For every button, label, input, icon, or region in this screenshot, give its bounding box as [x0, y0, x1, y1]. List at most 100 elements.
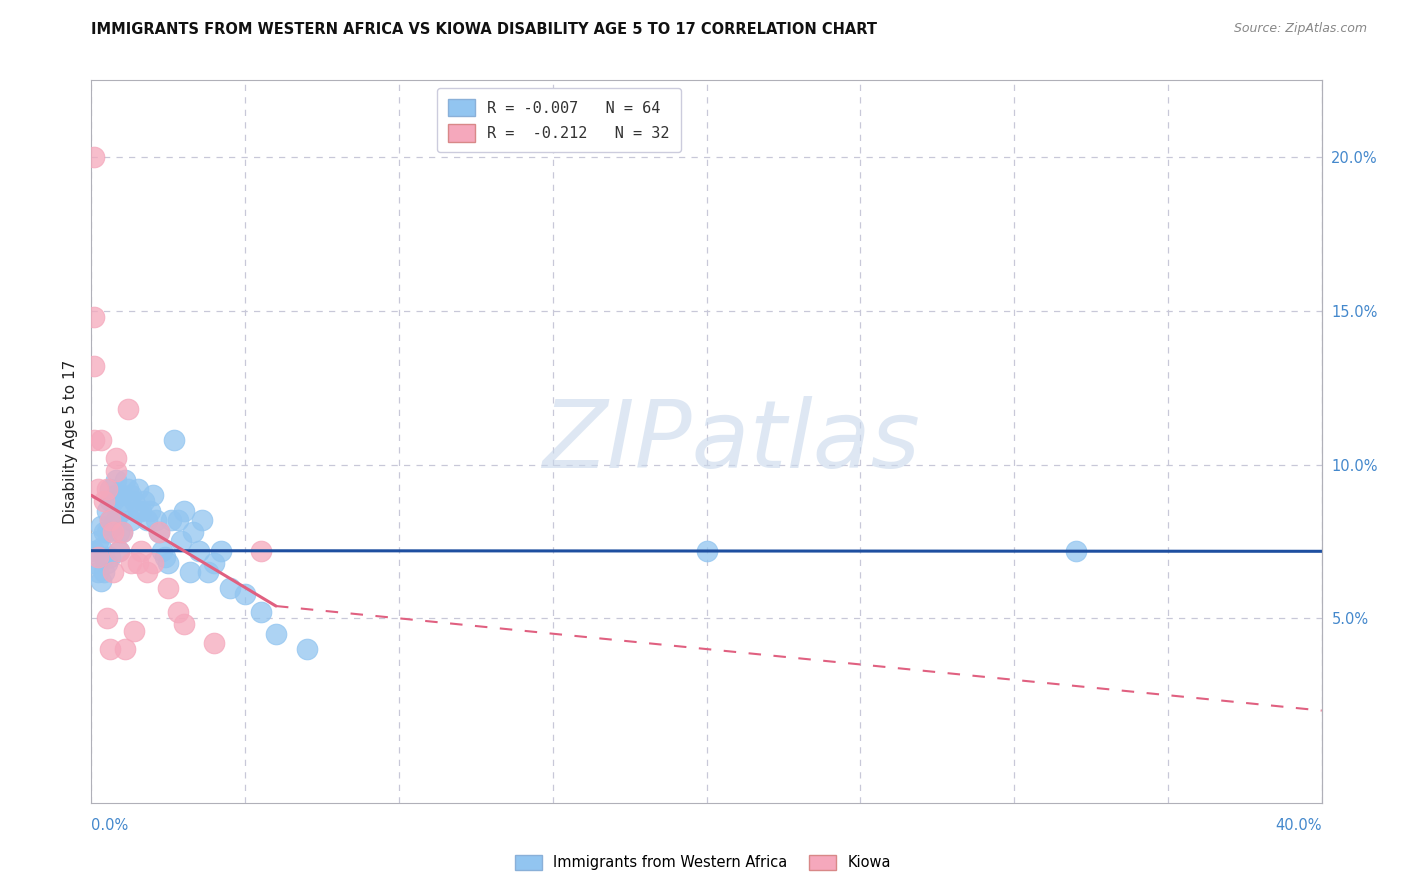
- Point: [249, 605, 271, 619]
- Point: [108, 543, 131, 558]
- Point: [83, 150, 105, 164]
- Point: [148, 525, 170, 540]
- Point: [96, 482, 118, 496]
- Point: [127, 504, 149, 518]
- Point: [101, 525, 124, 540]
- Point: [163, 433, 186, 447]
- Point: [90, 433, 112, 447]
- Point: [86, 549, 108, 564]
- Point: [105, 513, 127, 527]
- Legend: Immigrants from Western Africa, Kiowa: Immigrants from Western Africa, Kiowa: [509, 848, 897, 876]
- Point: [124, 624, 146, 638]
- Point: [101, 565, 124, 579]
- Point: [98, 513, 121, 527]
- Point: [179, 565, 201, 579]
- Point: [132, 494, 155, 508]
- Point: [249, 543, 271, 558]
- Point: [105, 451, 127, 466]
- Point: [157, 556, 180, 570]
- Point: [98, 482, 121, 496]
- Point: [101, 519, 124, 533]
- Point: [142, 556, 165, 570]
- Point: [117, 402, 139, 417]
- Point: [218, 581, 240, 595]
- Point: [173, 504, 195, 518]
- Point: [124, 494, 146, 508]
- Point: [160, 513, 183, 527]
- Point: [111, 488, 134, 502]
- Point: [96, 556, 118, 570]
- Point: [264, 626, 287, 640]
- Point: [111, 525, 134, 540]
- Point: [93, 525, 115, 540]
- Point: [153, 549, 177, 564]
- Point: [120, 488, 142, 502]
- Point: [129, 543, 152, 558]
- Legend: R = -0.007   N = 64, R =  -0.212   N = 32: R = -0.007 N = 64, R = -0.212 N = 32: [437, 88, 681, 153]
- Point: [188, 543, 211, 558]
- Point: [135, 565, 157, 579]
- Point: [101, 494, 124, 508]
- Point: [197, 565, 219, 579]
- Point: [202, 556, 225, 570]
- Point: [233, 587, 256, 601]
- Point: [105, 464, 127, 478]
- Point: [86, 482, 108, 496]
- Point: [209, 543, 232, 558]
- Point: [148, 525, 170, 540]
- Point: [111, 504, 134, 518]
- Point: [108, 525, 131, 540]
- Point: [98, 513, 121, 527]
- Point: [86, 565, 108, 579]
- Text: IMMIGRANTS FROM WESTERN AFRICA VS KIOWA DISABILITY AGE 5 TO 17 CORRELATION CHART: IMMIGRANTS FROM WESTERN AFRICA VS KIOWA …: [91, 22, 877, 37]
- Point: [93, 549, 115, 564]
- Point: [114, 642, 136, 657]
- Point: [83, 359, 105, 374]
- Point: [120, 513, 142, 527]
- Text: Source: ZipAtlas.com: Source: ZipAtlas.com: [1233, 22, 1367, 36]
- Point: [105, 473, 127, 487]
- Point: [83, 433, 105, 447]
- Point: [145, 513, 167, 527]
- Point: [98, 549, 121, 564]
- Point: [166, 513, 188, 527]
- Point: [127, 556, 149, 570]
- Point: [114, 494, 136, 508]
- Y-axis label: Disability Age 5 to 17: Disability Age 5 to 17: [62, 359, 77, 524]
- Point: [98, 494, 121, 508]
- Point: [129, 504, 152, 518]
- Point: [83, 556, 105, 570]
- Point: [295, 642, 318, 657]
- Text: ZIPatlas: ZIPatlas: [543, 396, 920, 487]
- Point: [83, 543, 105, 558]
- Point: [96, 611, 118, 625]
- Point: [96, 504, 118, 518]
- Point: [98, 642, 121, 657]
- Point: [150, 543, 173, 558]
- Point: [135, 513, 157, 527]
- Point: [114, 473, 136, 487]
- Point: [696, 543, 718, 558]
- Point: [105, 488, 127, 502]
- Point: [93, 565, 115, 579]
- Point: [127, 482, 149, 496]
- Point: [173, 617, 195, 632]
- Point: [181, 525, 204, 540]
- Point: [90, 519, 112, 533]
- Point: [108, 543, 131, 558]
- Text: 0.0%: 0.0%: [91, 818, 128, 832]
- Point: [90, 574, 112, 589]
- Point: [117, 482, 139, 496]
- Point: [166, 605, 188, 619]
- Point: [1064, 543, 1087, 558]
- Point: [90, 541, 112, 555]
- Point: [83, 310, 105, 324]
- Point: [93, 494, 115, 508]
- Point: [111, 525, 134, 540]
- Point: [169, 534, 191, 549]
- Point: [191, 513, 214, 527]
- Point: [139, 504, 162, 518]
- Text: 40.0%: 40.0%: [1275, 818, 1322, 832]
- Point: [86, 534, 108, 549]
- Point: [96, 525, 118, 540]
